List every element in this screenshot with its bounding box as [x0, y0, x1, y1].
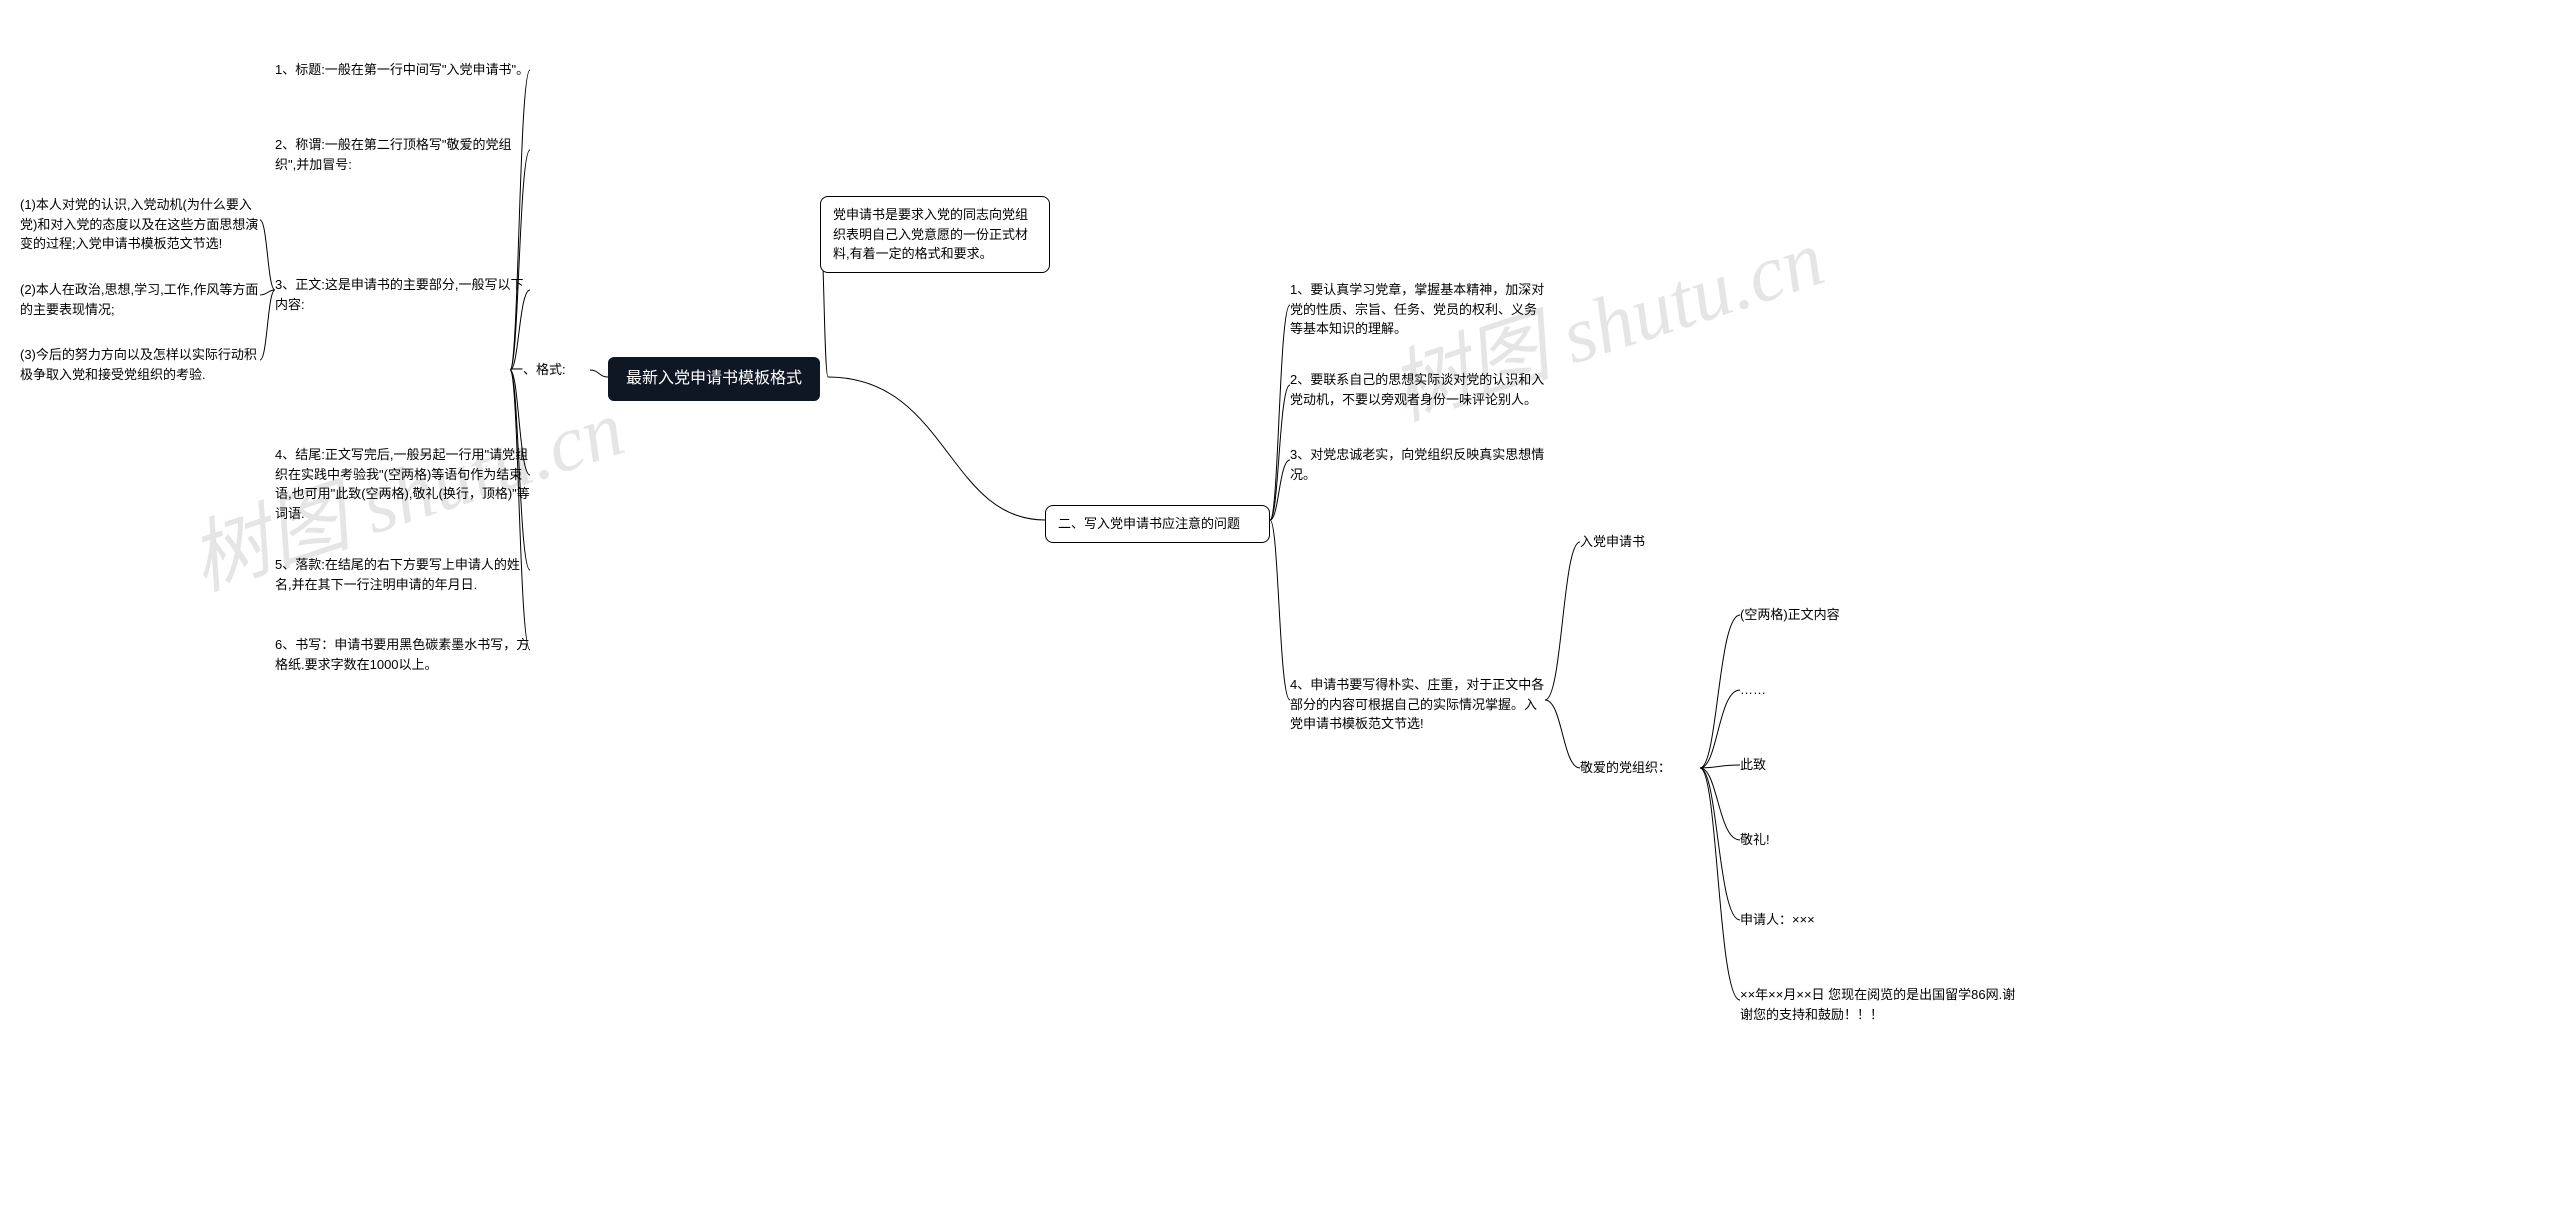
right-2-4-2-sub-5: 申请人：×××	[1740, 910, 1940, 930]
left-item-6: 6、书写：申请书要用黑色碳素墨水书写，方格纸.要求字数在1000以上。	[275, 635, 530, 674]
right-2-item-3: 3、对党忠诚老实，向党组织反映真实思想情况。	[1290, 445, 1545, 484]
right-2-4-2-sub-6: ××年××月××日 您现在阅览的是出国留学86网.谢谢您的支持和鼓励！！！	[1740, 985, 2020, 1024]
right-2-4-2-sub-1: (空两格)正文内容	[1740, 605, 1940, 625]
right-intro-box: 党申请书是要求入党的同志向党组织表明自己入党意愿的一份正式材料,有着一定的格式和…	[820, 196, 1050, 273]
root-node: 最新入党申请书模板格式	[608, 357, 820, 401]
left-item-3: 3、正文:这是申请书的主要部分,一般写以下内容:	[275, 275, 530, 314]
right-2-4-2-sub-3: 此致	[1740, 755, 1940, 775]
left-item-2: 2、称谓:一般在第二行顶格写"敬爱的党组织",并加冒号:	[275, 135, 530, 174]
left-item-3-sub-3: (3)今后的努力方向以及怎样以实际行动积极争取入党和接受党组织的考验.	[20, 345, 260, 384]
right-2-item-2: 2、要联系自己的思想实际谈对党的认识和入党动机，不要以旁观者身份一味评论别人。	[1290, 370, 1545, 409]
left-item-5: 5、落款:在结尾的右下方要写上申请人的姓名,并在其下一行注明申请的年月日.	[275, 555, 530, 594]
right-2-4-2-sub-4: 敬礼!	[1740, 830, 1940, 850]
left-item-4: 4、结尾:正文写完后,一般另起一行用"请党组织在实践中考验我"(空两格)等语句作…	[275, 445, 530, 523]
left-branch-label: 一、格式:	[510, 360, 590, 380]
right-2-4-2-sub-2: ……	[1740, 680, 1940, 700]
left-item-3-sub-2: (2)本人在政治,思想,学习,工作,作风等方面的主要表现情况;	[20, 280, 260, 319]
right-2-4-sub-1: 入党申请书	[1580, 532, 1780, 552]
right-2-item-4: 4、申请书要写得朴实、庄重，对于正文中各部分的内容可根据自己的实际情况掌握。入党…	[1290, 675, 1545, 734]
connector-layer	[0, 0, 2560, 1214]
right-section-2: 二、写入党申请书应注意的问题	[1045, 505, 1270, 543]
right-2-4-sub-2: 敬爱的党组织：	[1580, 758, 1700, 778]
left-item-1: 1、标题:一般在第一行中间写"入党申请书"。	[275, 60, 530, 80]
right-2-item-1: 1、要认真学习党章，掌握基本精神，加深对党的性质、宗旨、任务、党员的权利、义务等…	[1290, 280, 1545, 339]
left-item-3-sub-1: (1)本人对党的认识,入党动机(为什么要入党)和对入党的态度以及在这些方面思想演…	[20, 195, 260, 254]
